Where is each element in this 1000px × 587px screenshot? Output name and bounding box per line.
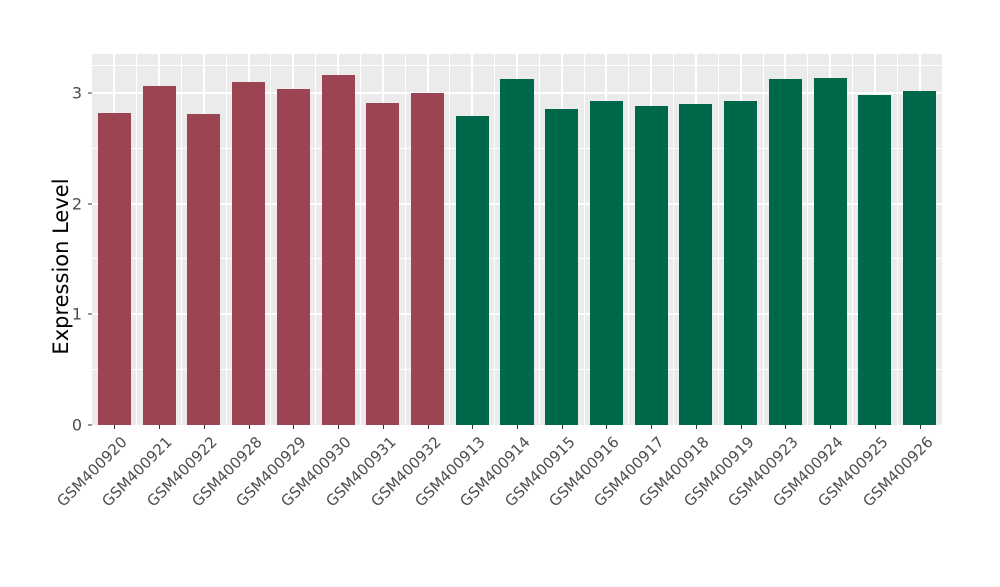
bar — [858, 94, 892, 425]
gridline-minor-vertical — [359, 54, 361, 425]
gridline-minor-vertical — [807, 54, 809, 425]
gridline-minor-vertical — [225, 54, 227, 425]
bar — [768, 79, 802, 425]
gridline-minor-vertical — [583, 54, 585, 425]
y-tick-mark — [88, 203, 92, 204]
y-tick-label: 2 — [71, 194, 82, 213]
x-tick-mark — [293, 425, 295, 429]
bar — [903, 90, 937, 425]
x-tick-mark — [427, 425, 429, 429]
bar — [500, 79, 534, 425]
gridline-minor-vertical — [449, 54, 451, 425]
x-tick-mark — [114, 425, 116, 429]
bar — [410, 92, 445, 425]
gridline-minor-vertical — [673, 54, 675, 425]
x-tick-mark — [159, 425, 161, 429]
x-tick-mark — [248, 425, 250, 429]
x-tick-mark — [472, 425, 474, 429]
y-tick-mark — [88, 313, 92, 315]
plot-panel — [92, 54, 942, 425]
gridline-minor-vertical — [136, 54, 138, 425]
gridline-minor-vertical — [494, 54, 496, 425]
bar — [321, 75, 355, 425]
y-axis: 0 1 2 3 — [52, 0, 92, 580]
y-tick-label: 3 — [71, 83, 82, 103]
y-tick-mark — [88, 424, 92, 426]
bar — [232, 81, 266, 425]
y-tick-label: 1 — [71, 304, 82, 324]
x-tick-mark — [338, 425, 340, 429]
x-tick-mark — [695, 425, 697, 429]
bar — [187, 113, 221, 425]
bar — [679, 103, 713, 425]
gridline-minor-vertical — [315, 54, 317, 425]
x-tick-mark — [830, 425, 832, 429]
gridline-minor-vertical — [896, 54, 898, 425]
bar — [813, 78, 847, 425]
gridline-minor-vertical — [762, 54, 764, 425]
gridline-minor-vertical — [717, 54, 719, 425]
gridline-minor-vertical — [180, 54, 182, 425]
bar — [724, 100, 758, 425]
x-tick-mark — [606, 425, 608, 429]
gridline-minor-vertical — [404, 54, 406, 425]
y-tick-label: 0 — [71, 415, 82, 435]
bar — [366, 102, 400, 425]
bar — [276, 89, 310, 425]
bar — [97, 112, 131, 425]
bar — [142, 86, 176, 425]
x-tick-mark — [785, 425, 787, 429]
x-tick-mark — [561, 425, 563, 429]
gridline-minor-vertical — [270, 54, 272, 425]
bar — [455, 116, 489, 425]
x-axis: GSM400920 GSM400921 GSM400922 GSM400928 GSM4… — [54, 425, 942, 580]
y-tick-mark — [88, 92, 92, 94]
bar — [545, 109, 579, 425]
bar — [634, 106, 668, 425]
gridline-minor-vertical — [538, 54, 540, 425]
gridline-minor-vertical — [852, 54, 854, 425]
x-tick-mark — [382, 425, 384, 429]
x-tick-mark — [919, 425, 921, 429]
x-tick-mark — [517, 425, 518, 429]
x-tick-mark — [203, 425, 205, 429]
gridline-minor-vertical — [628, 54, 630, 425]
x-tick-mark — [874, 425, 876, 429]
x-tick-mark — [651, 425, 653, 429]
x-tick-mark — [740, 425, 742, 429]
bar — [589, 100, 623, 425]
